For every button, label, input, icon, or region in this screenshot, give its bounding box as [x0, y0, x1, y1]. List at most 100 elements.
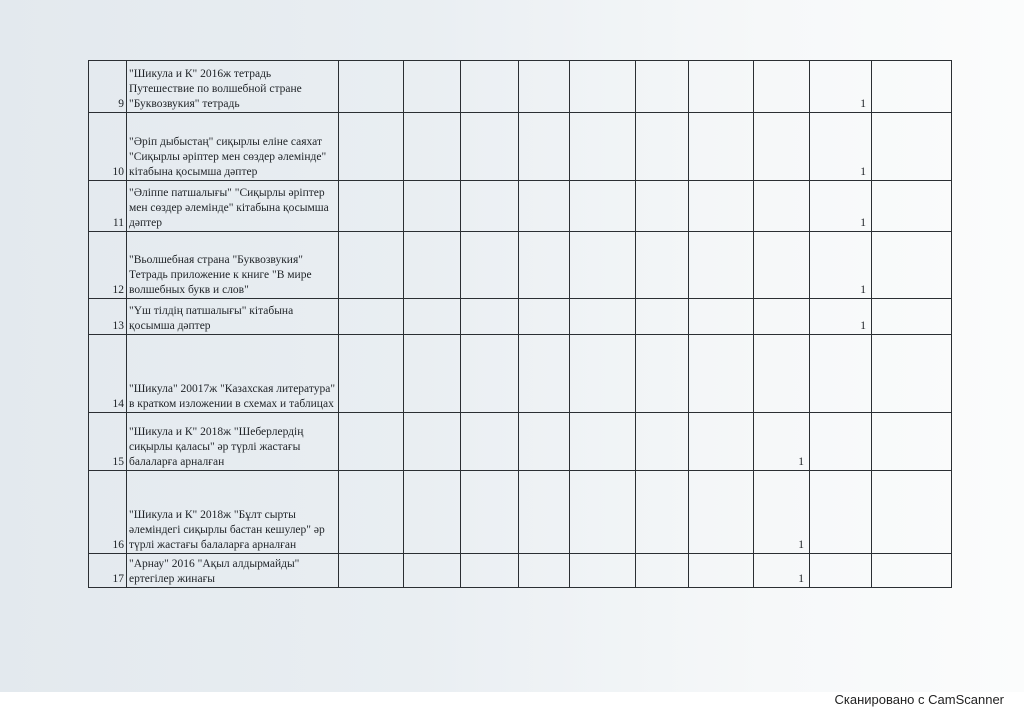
- table-row: 14 "Шикула" 20017ж "Казахская литература"…: [88, 334, 952, 413]
- value-cell: [635, 298, 689, 335]
- value-cell: [688, 231, 754, 299]
- value-cell: [569, 231, 636, 299]
- row-number: 12: [88, 231, 127, 299]
- value-cell: [635, 334, 689, 413]
- value-cell: [809, 553, 872, 588]
- value-cell: [871, 60, 952, 113]
- row-number: 16: [88, 470, 127, 554]
- value-cell: [460, 553, 519, 588]
- value-cell: [753, 298, 810, 335]
- table-row: 11 "Әліппе патшалығы" "Сиқырлы әріптер ме…: [88, 180, 952, 232]
- value-cell: [460, 470, 519, 554]
- table-row: 17 "Арнау" 2016 "Ақыл алдырмайды" ертегіл…: [88, 553, 952, 588]
- row-number: 10: [88, 112, 127, 181]
- value-cell: [635, 231, 689, 299]
- table-row: 16 "Шикула и К" 2018ж "Бұлт сырты әлемінд…: [88, 470, 952, 554]
- value-cell: 1: [809, 180, 872, 232]
- value-cell: [518, 470, 570, 554]
- value-cell: [753, 180, 810, 232]
- table-row: 13 "Үш тілдің патшалығы" кітабына қосымша…: [88, 298, 952, 335]
- value-cell: [460, 412, 519, 471]
- value-cell: [635, 60, 689, 113]
- value-cell: [688, 60, 754, 113]
- row-number: 15: [88, 412, 127, 471]
- value-cell: [688, 180, 754, 232]
- value-cell: 1: [753, 470, 810, 554]
- value-cell: 1: [809, 231, 872, 299]
- value-cell: [688, 553, 754, 588]
- value-cell: [871, 553, 952, 588]
- value-cell: [403, 553, 461, 588]
- book-title: "Үш тілдің патшалығы" кітабына қосымша д…: [126, 298, 339, 335]
- value-cell: [460, 334, 519, 413]
- books-table: 9 "Шикула и К" 2016ж тетрадь Путешествие …: [88, 60, 952, 588]
- value-cell: [403, 60, 461, 113]
- value-cell: [403, 470, 461, 554]
- value-cell: [403, 298, 461, 335]
- value-cell: [460, 60, 519, 113]
- book-title: "Әріп дыбыстаң" сиқырлы еліне саяхат "Си…: [126, 112, 339, 181]
- value-cell: [338, 60, 404, 113]
- value-cell: [460, 180, 519, 232]
- value-cell: [635, 470, 689, 554]
- value-cell: [338, 553, 404, 588]
- value-cell: [688, 112, 754, 181]
- value-cell: [753, 112, 810, 181]
- value-cell: [569, 298, 636, 335]
- value-cell: [569, 553, 636, 588]
- table-row: 10 "Әріп дыбыстаң" сиқырлы еліне саяхат "…: [88, 112, 952, 181]
- row-number: 17: [88, 553, 127, 588]
- value-cell: [518, 334, 570, 413]
- value-cell: [635, 112, 689, 181]
- table-row: 15 "Шикула и К" 2018ж "Шеберлердің сиқырл…: [88, 412, 952, 471]
- value-cell: [809, 334, 872, 413]
- value-cell: [518, 553, 570, 588]
- value-cell: [871, 112, 952, 181]
- value-cell: [688, 298, 754, 335]
- value-cell: 1: [809, 298, 872, 335]
- value-cell: [688, 334, 754, 413]
- value-cell: [871, 180, 952, 232]
- row-number: 14: [88, 334, 127, 413]
- value-cell: [338, 470, 404, 554]
- table-row: 12 "Вьолшебная страна "Буквозвукия" Тетра…: [88, 231, 952, 299]
- scanned-page: 9 "Шикула и К" 2016ж тетрадь Путешествие …: [0, 0, 1024, 692]
- value-cell: [688, 470, 754, 554]
- value-cell: [338, 334, 404, 413]
- book-title: "Шикула" 20017ж "Казахская литература" в…: [126, 334, 339, 413]
- value-cell: [635, 553, 689, 588]
- value-cell: 1: [753, 412, 810, 471]
- value-cell: [518, 231, 570, 299]
- value-cell: 1: [809, 112, 872, 181]
- value-cell: [518, 412, 570, 471]
- value-cell: [403, 334, 461, 413]
- value-cell: [518, 180, 570, 232]
- book-title: "Шикула и К" 2016ж тетрадь Путешествие п…: [126, 60, 339, 113]
- value-cell: [809, 470, 872, 554]
- value-cell: [338, 180, 404, 232]
- value-cell: [871, 298, 952, 335]
- value-cell: [460, 112, 519, 181]
- value-cell: [569, 180, 636, 232]
- value-cell: [688, 412, 754, 471]
- value-cell: [809, 412, 872, 471]
- value-cell: [871, 470, 952, 554]
- book-title: "Вьолшебная страна "Буквозвукия" Тетрадь…: [126, 231, 339, 299]
- value-cell: [338, 112, 404, 181]
- book-title: "Шикула и К" 2018ж "Бұлт сырты әлеміндег…: [126, 470, 339, 554]
- value-cell: [518, 60, 570, 113]
- book-title: "Шикула и К" 2018ж "Шеберлердің сиқырлы …: [126, 412, 339, 471]
- value-cell: [403, 231, 461, 299]
- book-title: "Әліппе патшалығы" "Сиқырлы әріптер мен …: [126, 180, 339, 232]
- value-cell: [338, 298, 404, 335]
- value-cell: [569, 470, 636, 554]
- value-cell: [569, 60, 636, 113]
- table-row: 9 "Шикула и К" 2016ж тетрадь Путешествие …: [88, 60, 952, 113]
- value-cell: [518, 298, 570, 335]
- value-cell: [569, 334, 636, 413]
- value-cell: [753, 334, 810, 413]
- row-number: 11: [88, 180, 127, 232]
- value-cell: [403, 112, 461, 181]
- value-cell: [460, 298, 519, 335]
- value-cell: [569, 112, 636, 181]
